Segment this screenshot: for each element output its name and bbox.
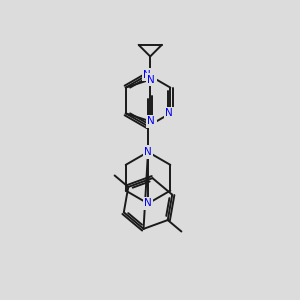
Text: N: N: [147, 75, 155, 85]
Text: N: N: [143, 70, 151, 80]
Text: N: N: [144, 147, 152, 157]
Text: N: N: [147, 116, 155, 126]
Text: N: N: [166, 108, 173, 118]
Text: N: N: [144, 199, 152, 208]
